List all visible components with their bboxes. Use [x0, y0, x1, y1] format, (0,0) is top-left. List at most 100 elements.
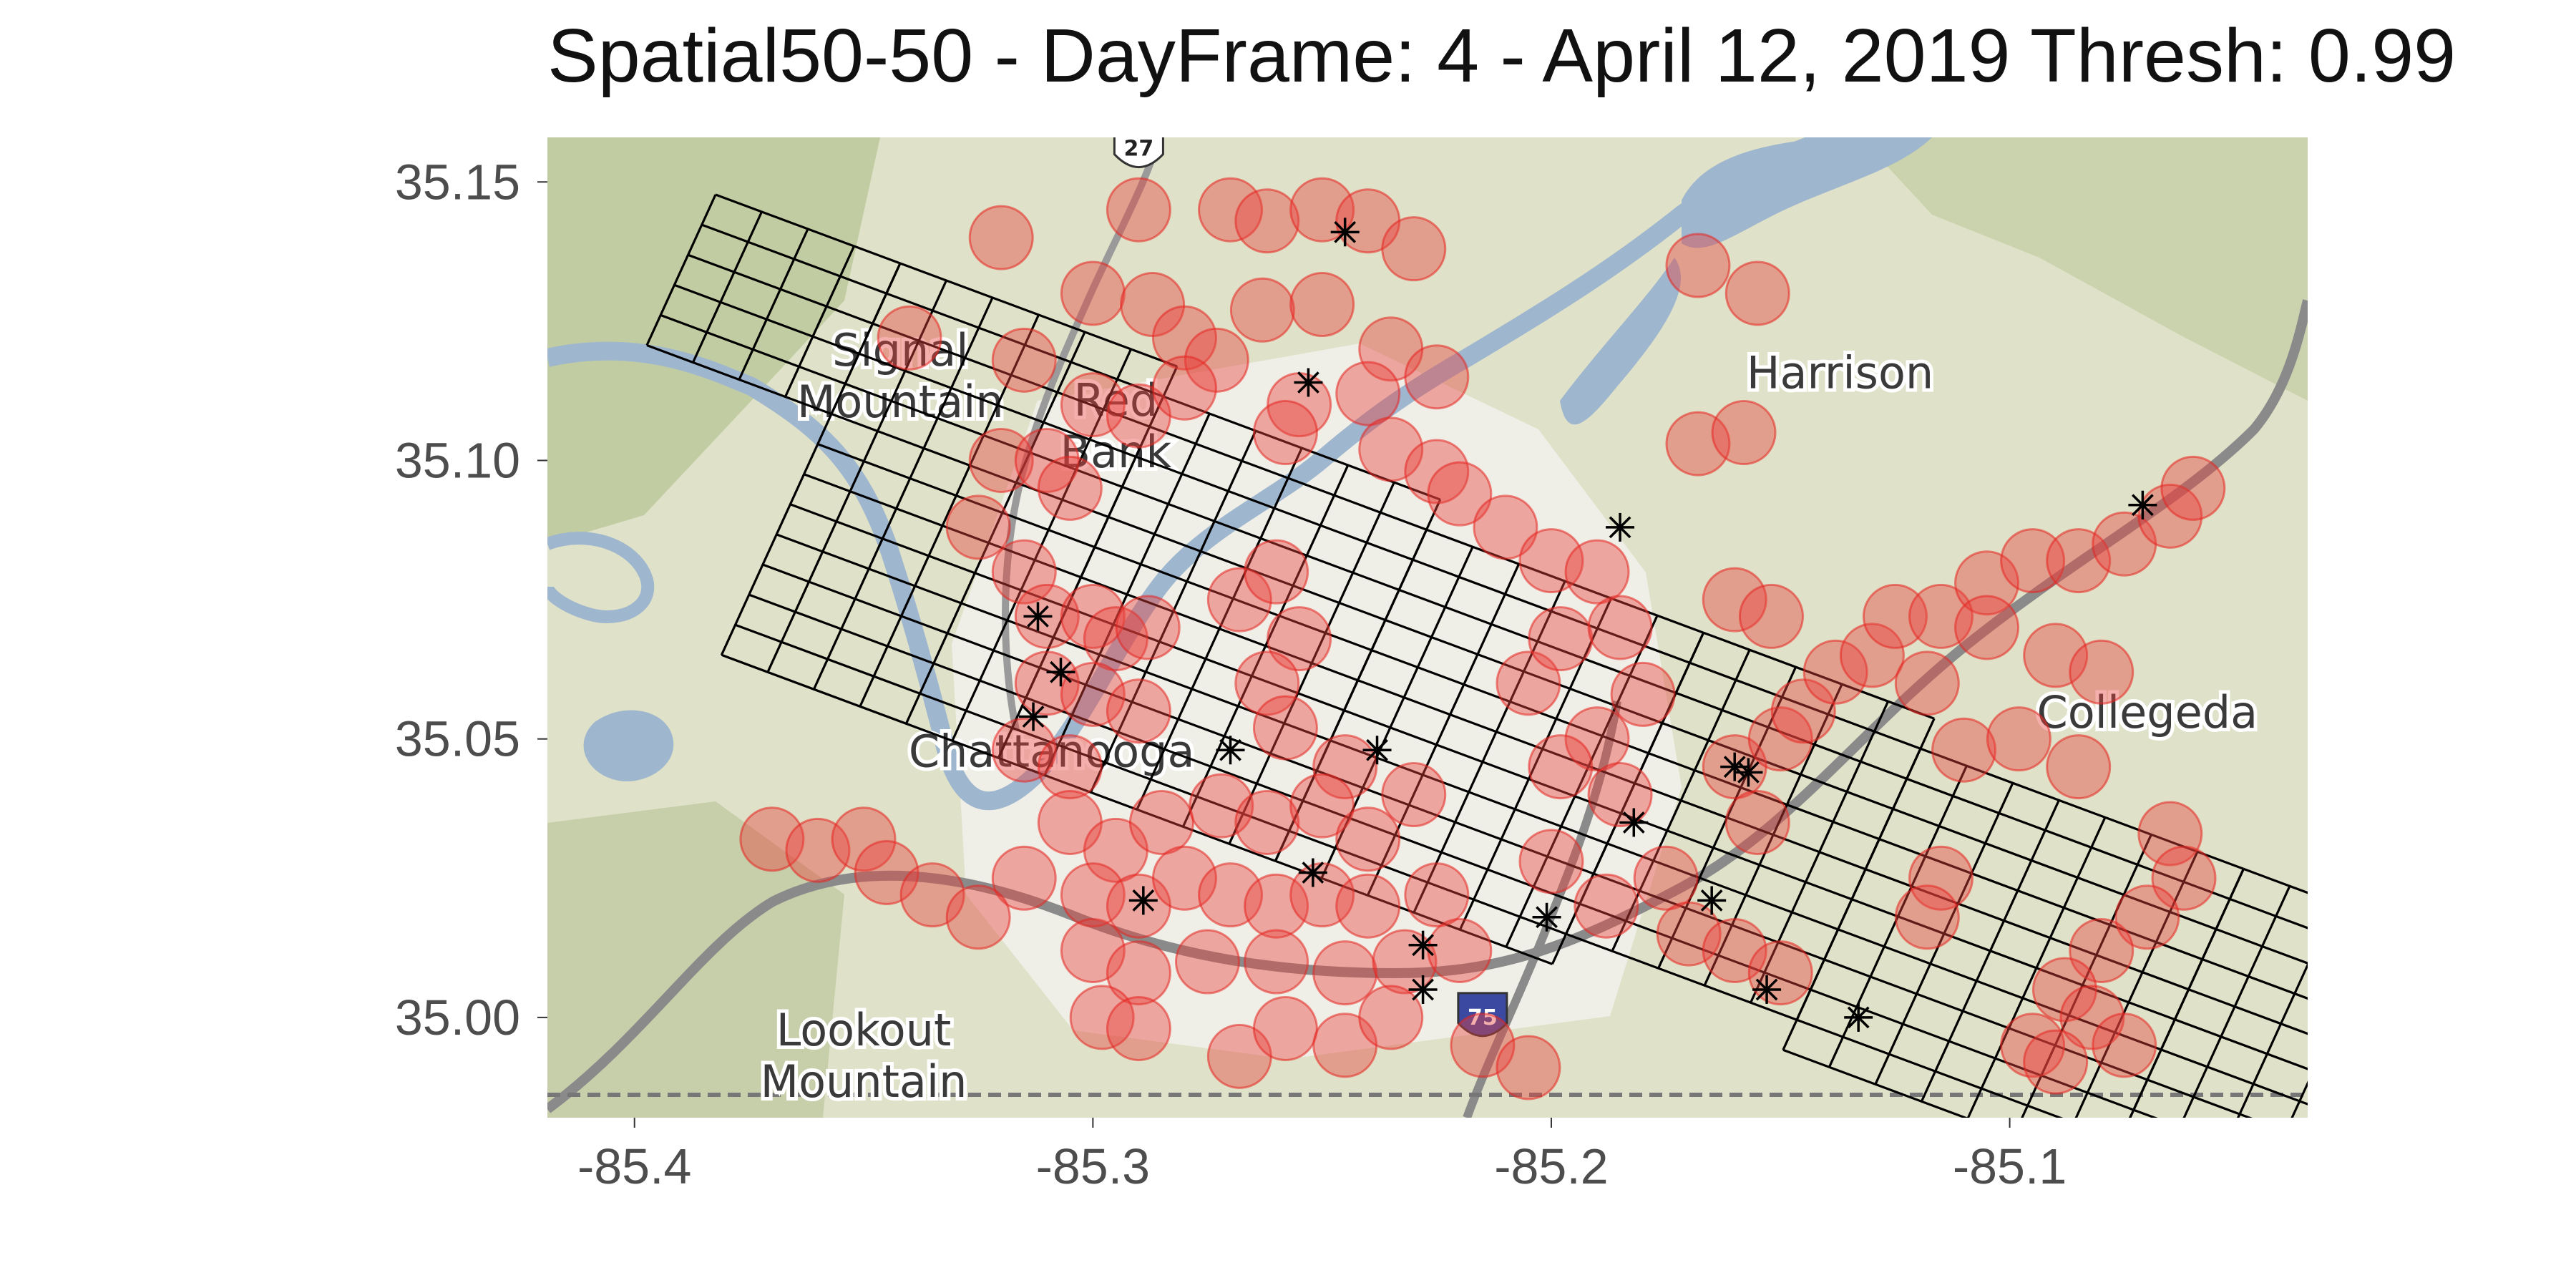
river-tennessee: [547, 137, 1835, 811]
buffer-circle: [2046, 528, 2112, 594]
buffer-circle: [1473, 494, 1538, 560]
x-axis-ticks: -85.4 -85.3 -85.2 -85.1: [577, 1118, 2067, 1194]
buffer-circle: [1496, 1035, 1561, 1101]
grid-line-col: [2451, 1123, 2576, 1191]
svg-text:27: 27: [1124, 137, 1154, 162]
buffer-circle: [968, 427, 1034, 493]
buffer-circle: [1518, 829, 1584, 894]
buffer-circle: [1427, 461, 1493, 527]
buffer-circle: [1244, 929, 1309, 995]
asterisk-marker: [1734, 758, 1763, 787]
buffer-circle: [1381, 762, 1447, 828]
buffer-circle: [1234, 188, 1300, 254]
grid-line-col: [1634, 782, 1866, 871]
grid-line-row: [1458, 597, 1613, 930]
grid-line-col: [1357, 679, 1636, 785]
grid-line-col: [1289, 829, 1567, 935]
buffer-circle: [1711, 400, 1777, 466]
grid-line-col: [1851, 898, 2175, 1021]
place-label: Lookout Mountain: [761, 1004, 967, 1108]
asterisk-marker: [1046, 658, 1075, 687]
grid-line-col: [1121, 485, 1400, 591]
buffer-circle: [1954, 595, 2020, 660]
asterisk-marker: [1752, 975, 1782, 1004]
grid-line-col: [2120, 1140, 2397, 1243]
highway-i24: [547, 299, 2308, 1113]
lake-chickamauga: [1682, 137, 1932, 248]
y-axis-ticks: 35.00 35.05 35.10 35.15: [395, 154, 547, 1045]
buffer-circle: [2114, 884, 2180, 950]
buffer-circle: [1206, 567, 1272, 633]
buffer-circle: [1151, 845, 1217, 911]
x-tick-label: -85.3: [1036, 1138, 1151, 1194]
buffer-circle: [1839, 623, 1905, 688]
buffer-circle: [1312, 940, 1378, 1006]
grid-line-row: [692, 211, 763, 364]
grid-line-col: [1053, 636, 1331, 742]
buffer-circle: [1115, 595, 1181, 660]
grid-line-row: [784, 245, 855, 398]
grid-line-col: [2229, 897, 2308, 930]
buffer-circle: [1528, 734, 1594, 800]
grid-line-col: [2493, 1033, 2576, 1101]
buffer-circle: [1106, 678, 1171, 744]
buffer-circle: [1252, 695, 1318, 761]
buffer-circle: [1014, 427, 1080, 493]
buffer-circle: [1381, 216, 1447, 282]
x-tick-label: -85.1: [1953, 1138, 2067, 1194]
buffer-circle: [1862, 583, 1928, 649]
asterisk-marker: [1532, 902, 1561, 932]
asterisk-marker: [1408, 930, 1438, 960]
buffer-circle: [2046, 734, 2112, 800]
grid-line-col: [2174, 1018, 2308, 1070]
lake-north: [1560, 258, 1681, 425]
grid-line-col: [1371, 649, 1649, 755]
grid-line-col: [2466, 1093, 2576, 1161]
buffer-circle: [1189, 773, 1254, 839]
grid-line-col: [688, 253, 874, 325]
asterisk-markers: [1019, 218, 2157, 1032]
grid-line-col: [1426, 528, 1704, 634]
buffer-circle: [1894, 884, 1960, 950]
buffer-circle: [1335, 806, 1401, 872]
buffer-circle: [2000, 528, 2066, 594]
buffer-circle: [1738, 583, 1804, 649]
asterisk-marker: [1294, 368, 1323, 397]
grid-line-row: [645, 194, 717, 346]
grid-line-row: [1366, 563, 1521, 896]
grid-line-col: [735, 623, 1013, 729]
buffer-circle: [1724, 260, 1790, 326]
x-tick-label: -85.4: [577, 1138, 692, 1194]
buffer-circle: [1106, 177, 1171, 243]
grid-line-col: [899, 262, 1178, 368]
grid-line-row: [2337, 955, 2474, 1256]
buffer-circle: [877, 305, 942, 371]
buffer-circle: [1198, 177, 1264, 243]
svg-text:75: 75: [1468, 1005, 1498, 1030]
buffer-circle: [1244, 539, 1309, 605]
grid-line-row: [859, 314, 1040, 707]
grid-line-col: [673, 283, 859, 355]
grid-line-col: [872, 322, 1151, 428]
grid-line-col: [817, 443, 1096, 549]
grid-line-col: [2424, 1183, 2576, 1252]
buffer-circle: [1656, 901, 1722, 967]
grid-line-row: [2383, 1033, 2493, 1274]
grid-line-row: [2475, 1067, 2576, 1288]
buffer-circle: [1289, 272, 1355, 338]
grid-line-row: [738, 228, 809, 381]
buffer-circle: [1747, 706, 1813, 772]
grid-line-row: [1413, 580, 1566, 913]
grid-line-col: [1398, 588, 1677, 694]
buffer-circle: [1060, 260, 1126, 326]
grid-line-col: [1796, 1018, 2064, 1118]
grid-line-row: [2522, 1084, 2576, 1288]
buffer-circle: [2000, 1013, 2066, 1078]
asterisk-marker: [1408, 975, 1438, 1004]
grid-line-col: [1135, 455, 1413, 561]
grid-line-col: [1675, 691, 1908, 780]
buffer-circle: [1747, 940, 1813, 1006]
grid-line-col: [1412, 558, 1690, 664]
grid-line-row: [1320, 546, 1474, 879]
